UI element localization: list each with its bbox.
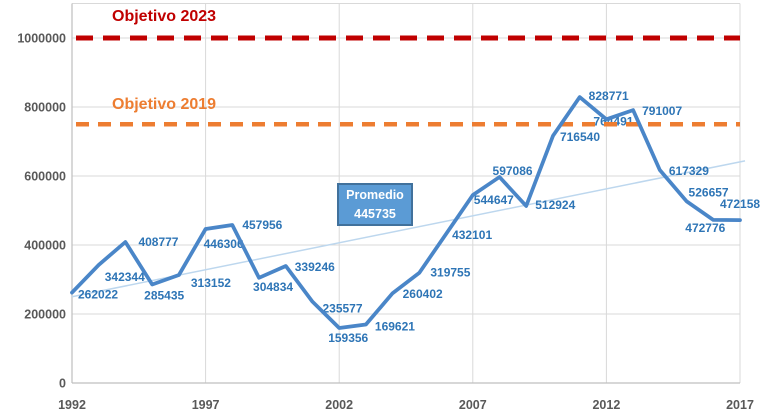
data-point-label: 262022 [78,288,118,302]
data-point-label: 304834 [253,280,293,294]
objetivo-2023-label: Objetivo 2023 [112,8,217,25]
y-tick-label: 800000 [24,101,66,115]
x-tick-label: 2002 [325,398,353,412]
data-point-label: 169621 [375,319,415,333]
y-tick-label: 600000 [24,170,66,184]
y-tick-label: 200000 [24,308,66,322]
data-point-label: 285435 [144,289,184,303]
data-point-label: 526657 [689,185,729,199]
data-point-label: 472776 [685,221,725,235]
data-series-line [70,95,742,330]
data-point-label: 339246 [295,260,335,274]
data-point-label: 617329 [669,164,709,178]
data-point-label: 597086 [493,164,533,178]
data-point-label: 512924 [535,198,575,212]
promedio-value: 445735 [354,206,396,221]
x-tick-label: 2012 [592,398,620,412]
y-tick-label: 1000000 [17,32,66,46]
objetivo-2019-label: Objetivo 2019 [112,96,217,113]
data-point-label: 408777 [138,235,178,249]
data-point-label: 235577 [322,302,362,316]
data-point-label: 342344 [105,270,145,284]
x-tick-label: 1992 [58,398,86,412]
data-point-label: 457956 [242,218,282,232]
data-point-label: 319755 [430,266,470,280]
y-tick-label: 0 [59,377,66,391]
data-point-label: 159356 [328,331,368,345]
data-point-label: 432101 [452,228,492,242]
data-point-label: 791007 [642,104,682,118]
x-tick-label: 2017 [726,398,754,412]
promedio-annotation: Promedio 445735 [337,183,413,226]
x-tick-label: 2007 [459,398,487,412]
y-tick-label: 400000 [24,239,66,253]
promedio-title: Promedio [346,188,404,203]
data-point-label: 260402 [403,287,443,301]
data-point-label: 313152 [191,276,231,290]
trend-line [71,160,746,298]
data-point-label: 472158 [720,197,760,211]
data-point-label: 446306 [204,237,244,251]
data-point-label: 544647 [474,193,514,207]
x-tick-label: 1997 [192,398,220,412]
data-point-label: 716540 [560,130,600,144]
data-point-label: 828771 [589,89,629,103]
